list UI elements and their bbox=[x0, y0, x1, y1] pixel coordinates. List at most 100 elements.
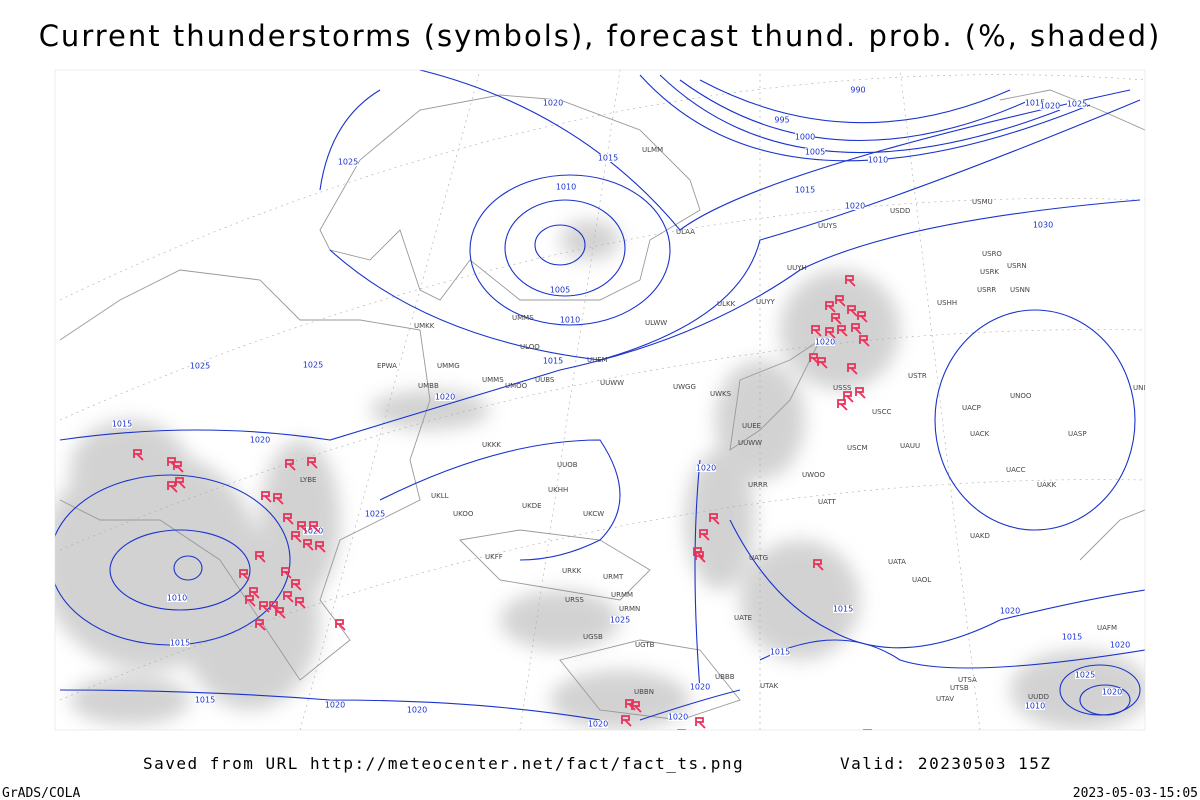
isobar-label: 1025 bbox=[610, 616, 630, 625]
software: GrADS/COLA bbox=[2, 786, 80, 800]
station-label: UMOO bbox=[505, 382, 528, 390]
isobar-label-bg bbox=[325, 701, 345, 709]
thunderstorm-symbol bbox=[281, 567, 292, 579]
station-label: ULMM bbox=[642, 146, 663, 154]
station-label: ULAA bbox=[676, 228, 695, 236]
thunderstorm-symbol bbox=[303, 539, 314, 551]
station-label: USRR bbox=[977, 286, 996, 294]
isobar-label-bg bbox=[696, 464, 716, 472]
station-label: UAKK bbox=[1037, 481, 1057, 489]
isobar-label: 1010 bbox=[868, 156, 888, 165]
thunderstorm-symbol bbox=[817, 357, 828, 369]
isobar-label: 1020 bbox=[815, 338, 835, 347]
thunderstorm-symbol bbox=[855, 387, 866, 399]
isobar-label: 1020 bbox=[588, 720, 608, 729]
isobar-label: 1025 bbox=[190, 362, 210, 371]
isobar-label-bg bbox=[543, 99, 563, 107]
thunderstorm-symbol bbox=[837, 325, 848, 337]
station-label: UUYY bbox=[756, 298, 776, 306]
isobar-label: 1025 bbox=[365, 510, 385, 519]
station-label: UAFM bbox=[1097, 624, 1117, 632]
station-label: UATG bbox=[749, 554, 768, 562]
isobar-label: 1010 bbox=[560, 316, 580, 325]
isobar-label-bg bbox=[770, 648, 790, 656]
thunderstorm-symbol bbox=[255, 619, 266, 631]
station-label: UUDD bbox=[1028, 693, 1049, 701]
isobar-label-bg bbox=[588, 720, 608, 728]
station-label: UAKD bbox=[970, 532, 990, 540]
station-label: UKDE bbox=[522, 502, 542, 510]
title: Current thunderstorms (symbols), forecas… bbox=[39, 19, 1162, 53]
isobar-label-bg bbox=[1033, 221, 1053, 229]
thunderstorm-symbol bbox=[261, 491, 272, 503]
thunderstorm-symbol bbox=[831, 313, 842, 325]
thunderstorm-symbol bbox=[863, 729, 872, 730]
station-label: USRO bbox=[982, 250, 1002, 258]
station-label: UATA bbox=[888, 558, 906, 566]
isobar-label: 1010 bbox=[167, 594, 187, 603]
station-label: UTSA bbox=[958, 676, 977, 684]
station-label: UMKK bbox=[414, 322, 435, 330]
thunderstorm-symbol bbox=[851, 323, 862, 335]
thunderstorm-symbol bbox=[857, 311, 868, 323]
isobar-label: 1015 bbox=[770, 648, 790, 657]
station-label: URKK bbox=[562, 567, 582, 575]
isobar-label-bg bbox=[365, 510, 385, 518]
isobar-label-bg bbox=[1025, 99, 1045, 107]
isobar-label: 1005 bbox=[550, 286, 570, 295]
station-label: USTR bbox=[908, 372, 927, 380]
station-label: UWKS bbox=[710, 390, 732, 398]
station-label: UBBB bbox=[715, 673, 735, 681]
station-label: UKKK bbox=[482, 441, 501, 449]
thunderstorm-symbol bbox=[295, 597, 306, 609]
isobar-label: 1020 bbox=[1102, 688, 1122, 697]
thunderstorm-symbol bbox=[811, 325, 822, 337]
isobar-label-bg bbox=[795, 133, 815, 141]
isobar-label: 1020 bbox=[543, 99, 563, 108]
isobar-label-bg bbox=[668, 713, 688, 721]
station-label: UBBN bbox=[634, 688, 654, 696]
thunderstorm-symbol bbox=[133, 449, 144, 461]
thunderstorm-symbol bbox=[307, 457, 318, 469]
isobar-label-bg bbox=[435, 393, 455, 401]
thunderstorm-symbol bbox=[837, 399, 848, 411]
isobar-label: 1000 bbox=[795, 133, 815, 142]
station-label: UUOB bbox=[557, 461, 578, 469]
station-label: UACC bbox=[1006, 466, 1026, 474]
thunderstorm-symbol bbox=[297, 521, 308, 533]
station-label: USCC bbox=[872, 408, 891, 416]
thunderstorm-symbol bbox=[847, 363, 858, 375]
isobar-label-bg bbox=[1067, 100, 1087, 108]
isobar-label: 1020 bbox=[250, 436, 270, 445]
isobar-label: 1020 bbox=[407, 706, 427, 715]
station-label: UKCW bbox=[583, 510, 604, 518]
station-label: UTSB bbox=[950, 684, 969, 692]
thunderstorm-symbol bbox=[173, 461, 184, 473]
isobar-label: 995 bbox=[774, 116, 789, 125]
station-label: USRN bbox=[1007, 262, 1027, 270]
station-label: UUEM bbox=[587, 356, 608, 364]
isobar-label-bg bbox=[848, 86, 868, 94]
isobar-label: 1020 bbox=[690, 683, 710, 692]
thunderstorm-symbol bbox=[845, 275, 856, 287]
thunderstorm-symbol bbox=[699, 529, 710, 541]
station-label: UTAK bbox=[760, 682, 779, 690]
thunderstorm-symbol bbox=[273, 493, 284, 505]
isobar-label-bg bbox=[303, 527, 323, 535]
isobar-label: 1030 bbox=[1033, 221, 1053, 230]
isobar-label: 1015 bbox=[195, 696, 215, 705]
thunderstorm-symbol bbox=[315, 541, 326, 553]
station-label: UUEE bbox=[742, 422, 761, 430]
station-label: UMBB bbox=[418, 382, 439, 390]
thunderstorm-symbol bbox=[255, 551, 266, 563]
station-label: UMMG bbox=[437, 362, 460, 370]
station-label: UMMS bbox=[512, 314, 534, 322]
isobar-label-bg bbox=[167, 594, 187, 602]
isobar-label-bg bbox=[250, 436, 270, 444]
isobar-label: 1010 bbox=[1025, 702, 1045, 711]
station-label: ULOO bbox=[520, 343, 540, 351]
isobar-label: 1020 bbox=[845, 202, 865, 211]
isobar-label-bg bbox=[303, 361, 323, 369]
station-label: UAOL bbox=[912, 576, 931, 584]
